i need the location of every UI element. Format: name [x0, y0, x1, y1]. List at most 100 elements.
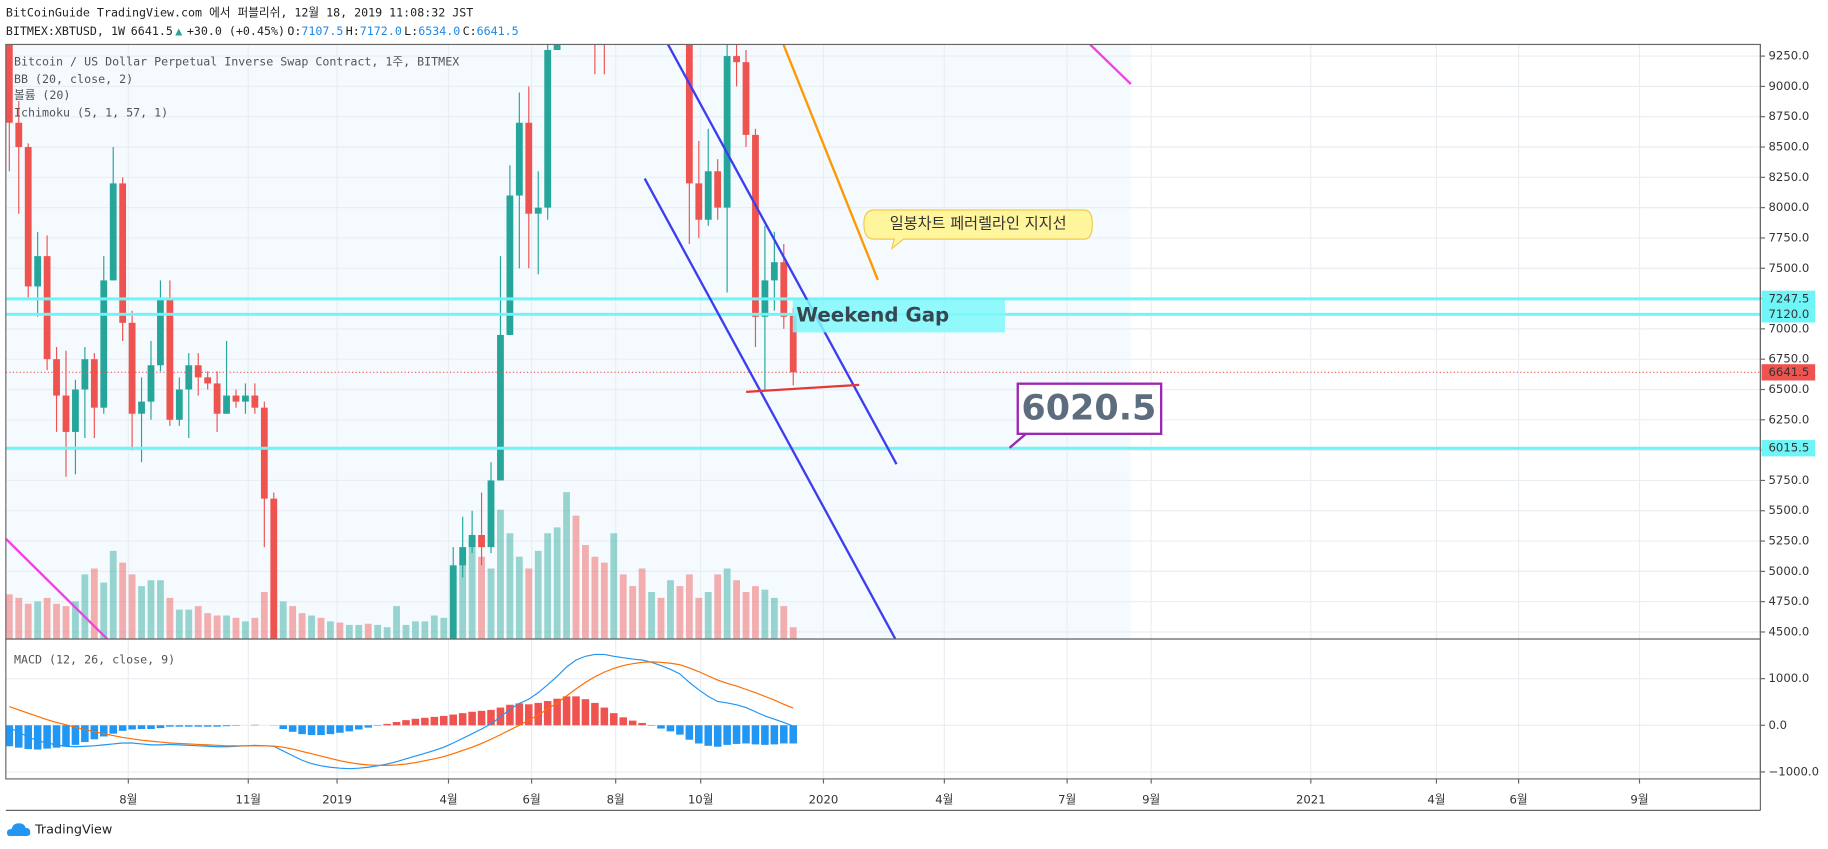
volume-bar [789, 627, 797, 640]
volume-bar [402, 624, 410, 640]
shaded-region [5, 44, 1131, 640]
candle-body [449, 565, 457, 640]
volume-bar [676, 586, 684, 640]
volume-bar [563, 492, 570, 640]
candle-body [742, 62, 750, 135]
volume-bar [223, 615, 230, 640]
candle-body [147, 365, 155, 402]
candle-body [34, 256, 42, 287]
volume-bar [544, 533, 552, 640]
histogram-bar [468, 711, 476, 726]
candle-body [685, 44, 693, 184]
price-line-label: 7120.0 [1769, 307, 1810, 321]
volume-bar [374, 624, 382, 640]
legend: Bitcoin / US Dollar Perpetual Inverse Sw… [14, 54, 459, 666]
volume-bar [487, 568, 495, 640]
volume-bar [506, 533, 514, 640]
candle-body [166, 298, 174, 420]
candle-body [723, 56, 731, 208]
y-tick-label: 5500.0 [1769, 503, 1810, 517]
volume-bar [251, 617, 259, 640]
volume-bar [610, 533, 618, 640]
open-key: O: [287, 24, 301, 38]
volume-bar [468, 539, 476, 640]
volume-bar [440, 617, 448, 640]
y-tick-label: 1000.0 [1769, 671, 1810, 685]
histogram-bar [364, 725, 373, 728]
volume-bar [619, 574, 627, 640]
volume-bar [166, 597, 174, 640]
histogram-bar [298, 725, 306, 735]
histogram-bar [572, 696, 580, 726]
histogram-bar [203, 725, 212, 727]
legend-item: BB (20, close, 2) [14, 72, 133, 86]
volume-bar [119, 562, 127, 640]
y-tick-label: 4750.0 [1769, 594, 1810, 608]
volume-bar [714, 574, 722, 640]
candle-body [251, 395, 259, 408]
x-tick-label: 10월 [688, 792, 714, 806]
change-arrow: ▲ [175, 24, 182, 38]
quote-line: BITMEX:XBTUSD, 1W 6641.5 ▲ +30.0 (+0.45%) O:… [6, 24, 519, 38]
candle-body [213, 383, 221, 414]
volume-bar [204, 613, 212, 640]
y-tick-label: 7750.0 [1769, 230, 1810, 244]
histogram-bar [713, 725, 722, 747]
volume-bar [497, 509, 504, 640]
axes: 8월 11월 2019 4월 6월 8월 10월 2020 4월 7월 9월 2021 4월 6월 9월 45… [119, 49, 1819, 807]
volume-bar [459, 562, 467, 640]
y-tick-label: 8250.0 [1769, 170, 1810, 184]
histogram-bar [147, 725, 155, 730]
volume-bar [733, 580, 740, 640]
histogram-bar [732, 725, 741, 744]
volume-bar [534, 550, 542, 640]
histogram-bar [770, 725, 779, 745]
candle-body [478, 534, 485, 548]
volume-bar [109, 550, 117, 640]
symbol: BITMEX:XBTUSD, 1W [6, 24, 126, 38]
volume-bar [298, 613, 306, 640]
candle-body [459, 547, 467, 566]
histogram-bar [156, 725, 165, 729]
x-tick-label: 8월 [607, 792, 625, 806]
price-line-tag [1761, 364, 1816, 381]
histogram-bar [430, 716, 439, 726]
high-value: 7172.0 [360, 24, 402, 38]
histogram-bar [534, 702, 543, 726]
y-tick-label: 5250.0 [1769, 534, 1810, 548]
volume-bar [72, 601, 79, 640]
histogram-bar [543, 701, 552, 726]
callout-bubble [863, 209, 1093, 250]
x-tick-label: 4월 [935, 792, 953, 806]
candle-body [487, 480, 495, 548]
volume-bar [81, 574, 89, 640]
grid [5, 44, 1761, 779]
price-line-tag [1761, 306, 1816, 323]
histogram-bar [279, 725, 287, 730]
volume-bar [780, 606, 788, 640]
histogram-bar [506, 704, 514, 726]
x-tick-label: 6월 [523, 792, 541, 806]
histogram-bar [515, 703, 524, 726]
histogram-bar [789, 725, 798, 744]
gap-box [792, 299, 1005, 333]
histogram-bar [317, 725, 325, 736]
y-tick-label: 5000.0 [1769, 564, 1810, 578]
callout-text: 일봉차트 페러렐라인 지지선 [890, 214, 1067, 232]
histogram-bar [591, 702, 599, 726]
x-tick-label: 6월 [1510, 792, 1528, 806]
x-tick-label: 9월 [1630, 792, 1648, 806]
volume-bar [695, 597, 703, 640]
candle-body [53, 359, 60, 396]
candle-body [43, 256, 51, 360]
candle-body [714, 171, 722, 208]
macd-pane [5, 653, 798, 770]
histogram-bar [355, 725, 363, 730]
histogram-bar [600, 707, 609, 726]
histogram-bar [99, 725, 108, 737]
volume-bar [742, 592, 750, 640]
tradingview-logo: TradingView [6, 823, 112, 838]
histogram-bar [222, 725, 231, 727]
histogram-bar [619, 717, 628, 726]
